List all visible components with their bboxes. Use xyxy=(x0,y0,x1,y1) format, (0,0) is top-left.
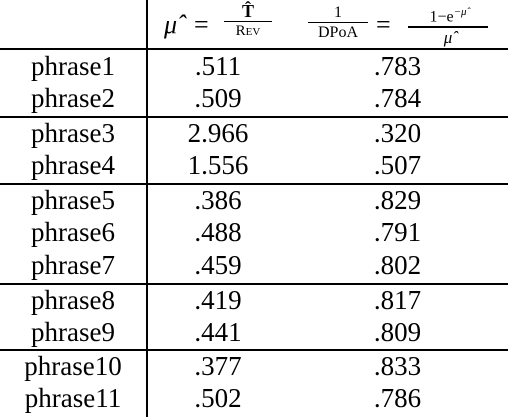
mu-value: .377 xyxy=(194,351,242,381)
phrase-label: phrase2 xyxy=(31,83,115,113)
mu-value: .459 xyxy=(194,250,242,280)
header-mu-denominator: Rev xyxy=(235,23,261,40)
table-header: μ̂ = T̂ Rev 1 DPoA = 1−e−μ̂ μ̂ xyxy=(0,0,508,49)
group-rule xyxy=(0,116,508,118)
phrase-label: phrase7 xyxy=(31,250,115,280)
header-rhs-fraction: 1−e−μ̂ μ̂ xyxy=(408,4,488,46)
phrase-label: phrase11 xyxy=(24,383,122,413)
header-rhs-numerator: 1−e−μ̂ xyxy=(408,4,488,25)
mu-value: .509 xyxy=(194,83,242,113)
table-row: phrase8 .419 .817 xyxy=(0,284,508,317)
group-rule xyxy=(0,183,508,185)
table-row: phrase3 2.966 .320 xyxy=(0,117,508,150)
table-row: phrase6 .488 .791 xyxy=(0,216,508,249)
table-row: phrase11 .502 .786 xyxy=(0,382,508,415)
phrase-label: phrase5 xyxy=(31,185,115,215)
inverse-dpoa-value: .817 xyxy=(373,285,422,315)
header-rhs-exponent: −μ̂ xyxy=(453,6,467,18)
fraction-bar xyxy=(308,22,368,24)
header-rhs-numerator-base: 1−e xyxy=(429,8,454,26)
fraction-bar xyxy=(224,21,272,23)
table-row: phrase9 .441 .809 xyxy=(0,316,508,349)
mu-value: .502 xyxy=(194,383,242,413)
inverse-dpoa-value: .829 xyxy=(373,185,422,215)
phrase-label: phrase10 xyxy=(24,351,122,381)
header-mu-symbol: μ̂ xyxy=(164,10,178,39)
inverse-dpoa-value: .786 xyxy=(373,383,422,413)
header-mu-fraction: T̂ Rev xyxy=(224,2,272,39)
inverse-dpoa-value: .784 xyxy=(373,83,422,113)
header-dpoa-fraction: 1 DPoA xyxy=(308,4,368,41)
header-rule xyxy=(0,48,508,50)
phrase-label: phrase3 xyxy=(31,118,115,148)
phrase-label: phrase6 xyxy=(31,217,115,247)
phrase-label: phrase9 xyxy=(31,317,115,347)
mu-value: .511 xyxy=(194,51,242,81)
phrase-label: phrase4 xyxy=(31,150,115,180)
table-row: phrase5 .386 .829 xyxy=(0,184,508,217)
table-row: phrase2 .509 .784 xyxy=(0,82,508,115)
mu-value: .386 xyxy=(194,185,242,215)
group-rule xyxy=(0,349,508,351)
phrase-label: phrase1 xyxy=(31,51,115,81)
inverse-dpoa-value: .791 xyxy=(373,217,422,247)
mu-value: 2.966 xyxy=(187,118,249,148)
inverse-dpoa-value: .802 xyxy=(373,250,422,280)
table-row: phrase10 .377 .833 xyxy=(0,350,508,383)
header-dpoa-denominator: DPoA xyxy=(317,24,358,42)
group-rule xyxy=(0,283,508,285)
header-mu-numerator: T̂ xyxy=(241,1,254,21)
mu-value: .419 xyxy=(194,285,242,315)
inverse-dpoa-value: .783 xyxy=(373,51,422,81)
header-dpoa-numerator: 1 xyxy=(334,4,342,21)
inverse-dpoa-value: .507 xyxy=(373,150,422,180)
header-rhs-denominator: μ̂ xyxy=(443,27,453,47)
header-dpoa-equals: = xyxy=(376,10,391,39)
fraction-bar xyxy=(408,26,488,28)
table-row: phrase4 1.556 .507 xyxy=(0,149,508,182)
inverse-dpoa-value: .809 xyxy=(373,317,422,347)
table-row: phrase1 .511 .783 xyxy=(0,50,508,83)
phrase-label: phrase8 xyxy=(31,285,115,315)
mu-value: .441 xyxy=(194,317,242,347)
header-mu: μ̂ = T̂ Rev xyxy=(160,2,278,48)
inverse-dpoa-value: .320 xyxy=(373,118,422,148)
mu-value: .488 xyxy=(194,217,242,247)
column-divider xyxy=(146,0,148,417)
mu-value: 1.556 xyxy=(187,150,249,180)
table-row: phrase7 .459 .802 xyxy=(0,249,508,282)
inverse-dpoa-value: .833 xyxy=(373,351,422,381)
header-inverse-dpoa: 1 DPoA = 1−e−μ̂ μ̂ xyxy=(300,2,495,48)
header-mu-equals: = xyxy=(194,10,209,39)
